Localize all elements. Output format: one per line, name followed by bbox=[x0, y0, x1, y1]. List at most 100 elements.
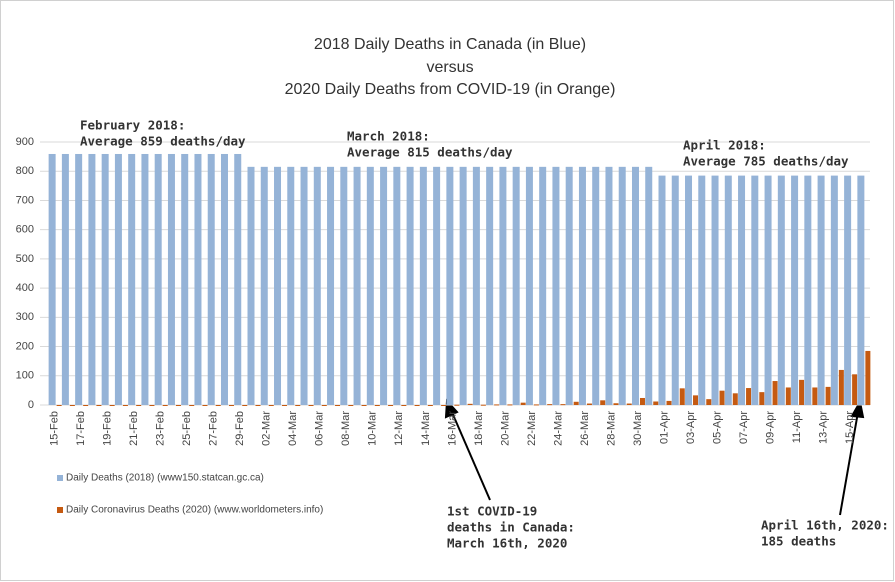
legend-swatch bbox=[57, 475, 63, 481]
bar bbox=[613, 403, 619, 405]
bar bbox=[427, 405, 433, 406]
y-tick-label: 600 bbox=[16, 224, 34, 236]
annotation: Average 815 deaths/day bbox=[347, 145, 513, 160]
bar bbox=[189, 405, 195, 406]
y-tick-label: 400 bbox=[16, 282, 34, 294]
bar bbox=[242, 405, 248, 406]
bar bbox=[282, 405, 288, 406]
bar bbox=[799, 379, 805, 405]
bar bbox=[838, 369, 844, 405]
bar bbox=[459, 166, 467, 405]
bar bbox=[738, 175, 746, 405]
bar bbox=[321, 405, 327, 406]
bar bbox=[215, 405, 221, 406]
bar bbox=[785, 387, 791, 405]
bar bbox=[539, 166, 547, 405]
y-tick-label: 0 bbox=[28, 399, 34, 411]
bar bbox=[857, 175, 865, 405]
bar bbox=[300, 166, 308, 405]
x-tick-label: 24-Mar bbox=[552, 411, 564, 446]
bar bbox=[75, 153, 83, 405]
chart-title: 2020 Daily Deaths from COVID-19 (in Oran… bbox=[285, 81, 616, 98]
x-tick-label: 30-Mar bbox=[632, 411, 644, 446]
bar bbox=[467, 403, 473, 405]
bar bbox=[552, 166, 560, 405]
bar bbox=[618, 166, 626, 405]
bar bbox=[759, 392, 765, 405]
bar bbox=[313, 166, 321, 405]
bar bbox=[353, 166, 361, 405]
y-tick-label: 500 bbox=[16, 253, 34, 265]
bar bbox=[109, 405, 115, 406]
bar bbox=[48, 153, 56, 405]
bar bbox=[61, 153, 69, 405]
bar bbox=[791, 175, 799, 405]
bar bbox=[361, 405, 367, 406]
bar bbox=[255, 405, 261, 406]
bar bbox=[406, 166, 414, 405]
annotation: April 2018: bbox=[683, 138, 766, 153]
legend-label: Daily Coronavirus Deaths (2020) (www.wor… bbox=[66, 505, 323, 516]
bar bbox=[114, 153, 122, 405]
arrow-head bbox=[850, 399, 865, 419]
bar bbox=[600, 400, 606, 405]
bar bbox=[685, 175, 693, 405]
x-tick-label: 25-Feb bbox=[181, 411, 193, 446]
bar bbox=[751, 175, 759, 405]
annotation: Average 785 deaths/day bbox=[683, 154, 849, 169]
bar bbox=[777, 175, 785, 405]
bar bbox=[486, 166, 494, 405]
x-tick-label: 08-Mar bbox=[340, 411, 352, 446]
bar bbox=[472, 166, 480, 405]
bar bbox=[719, 390, 725, 405]
bar bbox=[366, 166, 374, 405]
bar bbox=[724, 175, 732, 405]
bar bbox=[260, 166, 268, 405]
bar bbox=[578, 166, 586, 405]
arrow bbox=[450, 409, 491, 501]
annotation: April 16th, 2020: bbox=[761, 518, 889, 533]
bar bbox=[639, 397, 645, 405]
bar bbox=[645, 166, 653, 405]
annotation: March 2018: bbox=[347, 129, 430, 144]
bar bbox=[380, 166, 388, 405]
bar bbox=[653, 401, 659, 405]
bar bbox=[560, 404, 566, 406]
bar bbox=[706, 399, 712, 405]
bar bbox=[671, 175, 679, 405]
y-tick-label: 300 bbox=[16, 311, 34, 323]
bar bbox=[414, 405, 420, 406]
bar bbox=[56, 405, 62, 406]
bar bbox=[865, 350, 871, 405]
x-tick-label: 09-Apr bbox=[764, 411, 776, 444]
bar bbox=[181, 153, 189, 405]
annotation: 1st COVID-19 bbox=[447, 504, 537, 519]
bar bbox=[308, 405, 314, 406]
arrow bbox=[839, 411, 859, 516]
bar bbox=[746, 388, 752, 405]
x-tick-label: 26-Mar bbox=[579, 411, 591, 446]
bar bbox=[274, 166, 282, 405]
bar bbox=[830, 175, 838, 405]
bar bbox=[844, 175, 852, 405]
x-tick-label: 11-Apr bbox=[791, 411, 803, 444]
bar bbox=[592, 166, 600, 405]
bar bbox=[573, 401, 579, 405]
bar bbox=[141, 153, 149, 405]
x-tick-label: 10-Mar bbox=[367, 411, 379, 446]
bar bbox=[711, 175, 719, 405]
bar bbox=[658, 175, 666, 405]
x-tick-label: 19-Feb bbox=[102, 411, 114, 446]
bar bbox=[817, 175, 825, 405]
bar bbox=[228, 405, 234, 406]
x-tick-label: 14-Mar bbox=[420, 411, 432, 446]
bar bbox=[812, 387, 818, 405]
x-tick-label: 04-Mar bbox=[287, 411, 299, 446]
bar bbox=[454, 404, 460, 406]
bar bbox=[480, 404, 486, 406]
x-tick-label: 15-Feb bbox=[49, 411, 61, 446]
bar bbox=[175, 405, 181, 406]
bar bbox=[335, 405, 341, 406]
bar bbox=[162, 405, 168, 406]
